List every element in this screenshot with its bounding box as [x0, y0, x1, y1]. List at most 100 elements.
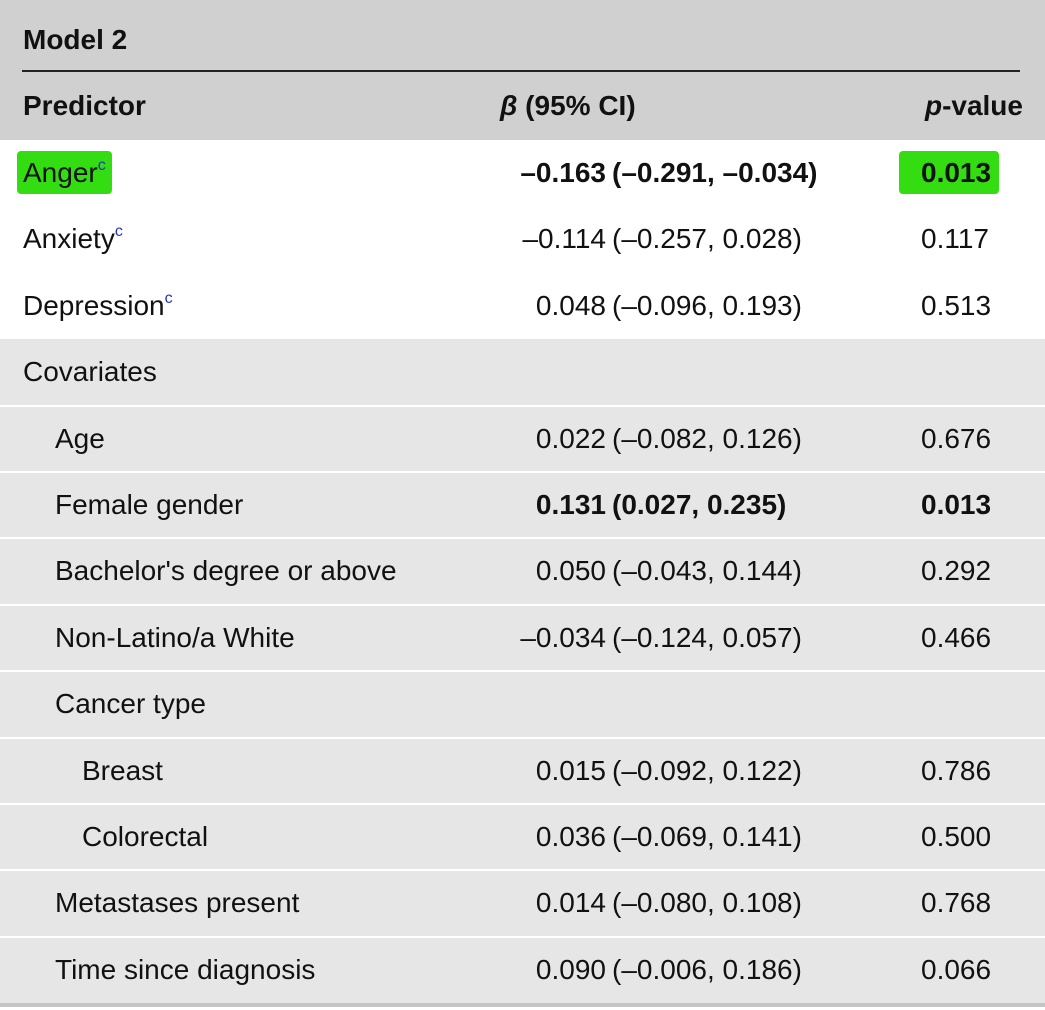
row-band	[0, 737, 1045, 804]
label-text: Colorectal	[82, 821, 209, 852]
estimate: –0.114	[522, 223, 606, 255]
p-value: 0.786	[921, 755, 991, 787]
row-band	[0, 604, 1045, 672]
row-label: Female gender	[55, 489, 243, 521]
p-value: 0.466	[921, 622, 991, 654]
row-band	[0, 472, 1045, 539]
label-text: Angerc	[17, 151, 112, 194]
p-value-text: 0.676	[921, 422, 992, 454]
table-title: Model 2	[23, 24, 128, 55]
row-separator	[0, 603, 1045, 606]
confidence-interval: (–0.069, 0.141)	[612, 821, 802, 852]
p-value: 0.500	[921, 821, 991, 853]
confidence-interval: (0.027, 0.235)	[612, 489, 787, 520]
p-value-text: 0.768	[921, 887, 992, 919]
p-value: 0.013	[921, 489, 991, 521]
label-text: Non-Latino/a White	[55, 621, 295, 653]
row-separator	[0, 736, 1045, 739]
p-value-text: 0.066	[921, 953, 992, 985]
row-separator	[0, 404, 1045, 407]
row-label: Anxietyc	[23, 223, 123, 255]
row-band	[0, 671, 1045, 738]
footnote-marker: c	[164, 289, 173, 307]
p-value-text: 0.292	[921, 555, 992, 587]
estimate: –0.163	[520, 157, 606, 188]
label-text: Female gender	[55, 489, 244, 520]
footnote-marker: c	[97, 157, 106, 174]
p-value: 0.292	[921, 555, 991, 587]
row-label: Depressionc	[23, 290, 173, 322]
row-label: Bachelor's degree or above	[55, 555, 397, 587]
header-part: -value	[942, 90, 1023, 121]
row-label: Breast	[82, 755, 163, 787]
confidence-interval: (–0.080, 0.108)	[612, 887, 802, 919]
row-label: Angerc	[17, 151, 112, 194]
footnote-marker: c	[114, 223, 123, 241]
confidence-interval: (–0.124, 0.057)	[612, 621, 802, 653]
label-text: Anxietyc	[23, 223, 123, 255]
label-text: Cancer type	[55, 688, 206, 720]
row-separator	[0, 471, 1045, 473]
p-value-text: 0.466	[921, 621, 992, 653]
header-part: p	[924, 90, 943, 121]
p-value: 0.117	[921, 223, 989, 255]
label-text: Time since diagnosis	[55, 953, 316, 985]
row-band	[0, 804, 1045, 871]
label-text: Depressionc	[23, 289, 173, 321]
label-text: Breast	[82, 754, 163, 786]
p-value-text: 0.786	[921, 754, 992, 786]
estimate: 0.131	[535, 489, 606, 520]
estimate: 0.015	[535, 754, 606, 786]
p-value: 0.768	[921, 887, 991, 919]
row-label: Colorectal	[82, 821, 208, 853]
p-value: 0.066	[921, 954, 991, 986]
row-separator	[0, 869, 1045, 872]
row-label: Metastases present	[55, 887, 299, 919]
row-label: Time since diagnosis	[55, 954, 315, 986]
confidence-interval: (–0.043, 0.144)	[612, 555, 802, 587]
p-value-text: 0.513	[921, 289, 992, 321]
column-header: p-value	[925, 90, 1023, 122]
p-value: 0.513	[921, 290, 991, 322]
confidence-interval: (–0.096, 0.193)	[612, 289, 802, 321]
p-value: 0.676	[921, 423, 991, 455]
p-value: 0.013	[899, 151, 1000, 194]
confidence-interval: (–0.082, 0.126)	[612, 422, 802, 454]
label-text: Metastases present	[55, 887, 300, 919]
row-label: Covariates	[23, 356, 157, 388]
estimate: 0.048	[535, 289, 606, 321]
p-value-text: 0.117	[921, 223, 989, 255]
label-text: Bachelor's degree or above	[55, 555, 397, 587]
row-band	[0, 538, 1045, 605]
header-part: β	[500, 90, 518, 121]
header-part: Predictor	[23, 90, 146, 121]
label-text: Age	[55, 422, 105, 454]
confidence-interval: (–0.257, 0.028)	[612, 223, 802, 255]
estimate: 0.022	[535, 422, 606, 454]
row-separator	[0, 537, 1045, 540]
column-header: Predictor	[23, 90, 146, 122]
bottom-rule	[0, 1003, 1045, 1008]
confidence-interval: (–0.092, 0.122)	[612, 754, 802, 786]
row-band	[0, 870, 1045, 937]
label-text: Covariates	[23, 356, 157, 388]
p-value-text: 0.013	[899, 151, 1000, 194]
p-value-text: 0.500	[921, 821, 992, 852]
row-band	[0, 936, 1045, 1004]
row-band	[0, 405, 1045, 472]
confidence-interval: (–0.006, 0.186)	[612, 953, 802, 985]
row-separator	[0, 935, 1045, 938]
estimate: –0.034	[520, 621, 606, 653]
p-value-text: 0.013	[921, 489, 992, 520]
estimate: 0.050	[535, 555, 606, 587]
row-label: Age	[55, 423, 105, 455]
header-part: (95% CI)	[517, 90, 636, 121]
estimate: 0.014	[535, 887, 606, 919]
row-band	[0, 339, 1045, 406]
row-label: Cancer type	[55, 688, 206, 720]
row-separator	[0, 803, 1045, 805]
title-rule	[22, 70, 1020, 72]
row-label: Non-Latino/a White	[55, 622, 295, 654]
estimate: 0.090	[535, 953, 606, 985]
